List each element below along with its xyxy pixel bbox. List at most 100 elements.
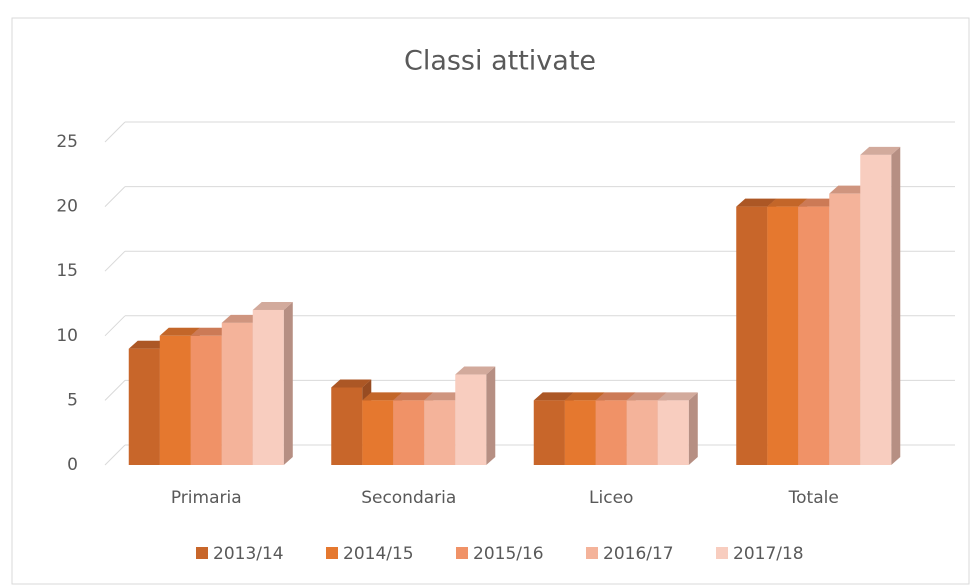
bar-front <box>221 322 253 465</box>
bar-top <box>626 392 667 401</box>
bar-top-shade <box>736 198 777 207</box>
bar-side <box>688 392 698 465</box>
bar-front <box>128 348 160 465</box>
bar-top-shade <box>829 185 870 194</box>
bar-top <box>252 301 293 310</box>
bar-top-shade <box>860 146 901 155</box>
grid-diagonal <box>104 186 126 207</box>
y-tick-label: 15 <box>56 261 78 281</box>
grid-diagonal <box>104 380 126 401</box>
bar <box>455 366 496 465</box>
bar-top-shade <box>128 340 169 349</box>
x-tick-label: Totale <box>788 488 839 508</box>
bar-side-shade <box>283 301 293 465</box>
y-tick-label: 25 <box>56 132 78 152</box>
x-tick-label: Liceo <box>589 488 633 508</box>
bar-top <box>424 392 465 401</box>
bar-top <box>798 198 839 207</box>
x-tick-label: Secondaria <box>361 488 456 508</box>
x-tick-label: Primaria <box>171 488 242 508</box>
bar-top <box>564 392 605 401</box>
bar-front <box>362 400 394 465</box>
bar-top <box>829 185 870 194</box>
grid-diagonal <box>104 315 126 337</box>
legend-swatch <box>326 547 338 559</box>
bar-top-shade <box>221 314 262 323</box>
bar-top <box>159 327 200 336</box>
bar-front <box>393 400 425 465</box>
bar-front <box>657 400 689 465</box>
y-tick-label: 20 <box>56 197 78 217</box>
bar-top-shade <box>455 366 496 375</box>
bar-front <box>595 400 627 465</box>
bar-top-shade <box>362 392 403 401</box>
bar-top <box>736 198 777 207</box>
bar-front <box>767 206 799 465</box>
bar-front <box>626 400 658 465</box>
bar-side <box>283 301 293 465</box>
bar-top <box>455 366 496 375</box>
legend-label: 2015/16 <box>473 544 544 564</box>
bar-side <box>486 366 496 465</box>
legend-label: 2014/15 <box>343 544 414 564</box>
bar-top <box>393 392 434 401</box>
bar-top-shade <box>159 327 200 336</box>
bar-front <box>455 374 487 465</box>
bar-front <box>798 206 830 465</box>
bar-top <box>331 379 372 388</box>
bar-top-shade <box>626 392 667 401</box>
bar <box>657 392 698 465</box>
bar-top-shade <box>564 392 605 401</box>
legend-swatch <box>716 547 728 559</box>
bar-top <box>221 314 262 323</box>
y-tick-label: 5 <box>67 390 78 410</box>
bar-top <box>595 392 636 401</box>
bar-top <box>767 198 808 207</box>
chart-title: Classi attivate <box>404 46 596 77</box>
bar-front <box>533 400 565 465</box>
bar-front <box>159 335 191 465</box>
bar <box>252 301 293 465</box>
bar-front <box>252 309 284 465</box>
bar-top-shade <box>424 392 465 401</box>
grid-diagonal <box>104 121 126 143</box>
bar-top <box>362 392 403 401</box>
grid-diagonal <box>104 444 126 466</box>
bar-top <box>860 146 901 155</box>
legend-swatch <box>586 547 598 559</box>
bar-side-shade <box>891 146 901 466</box>
legend-label: 2017/18 <box>733 544 804 564</box>
legend-label: 2016/17 <box>603 544 674 564</box>
bar-side-shade <box>688 392 698 465</box>
bar-front <box>829 193 861 465</box>
bar-top <box>190 327 231 336</box>
bar-top-shade <box>767 198 808 207</box>
bar-front <box>424 400 456 465</box>
bar-front <box>860 154 892 466</box>
legend-label: 2013/14 <box>213 544 284 564</box>
bar-front <box>190 335 222 465</box>
bar-side-shade <box>486 366 496 465</box>
grid-diagonal <box>104 250 126 272</box>
bar-top <box>533 392 574 401</box>
bar-top <box>128 340 169 349</box>
bar-top-shade <box>190 327 231 336</box>
bar-top-shade <box>657 392 698 401</box>
bar-top-shade <box>595 392 636 401</box>
bar-front <box>736 206 768 465</box>
bar-side <box>891 146 901 466</box>
bar-top-shade <box>331 379 372 388</box>
bar-front <box>331 387 363 465</box>
bar-top-shade <box>533 392 574 401</box>
y-tick-label: 0 <box>67 455 78 475</box>
legend-swatch <box>456 547 468 559</box>
bar-top-shade <box>252 301 293 310</box>
bar-top <box>657 392 698 401</box>
bar <box>860 146 901 466</box>
bar-front <box>564 400 596 465</box>
y-tick-label: 10 <box>56 326 78 346</box>
bar-top-shade <box>393 392 434 401</box>
bar-top-shade <box>798 198 839 207</box>
